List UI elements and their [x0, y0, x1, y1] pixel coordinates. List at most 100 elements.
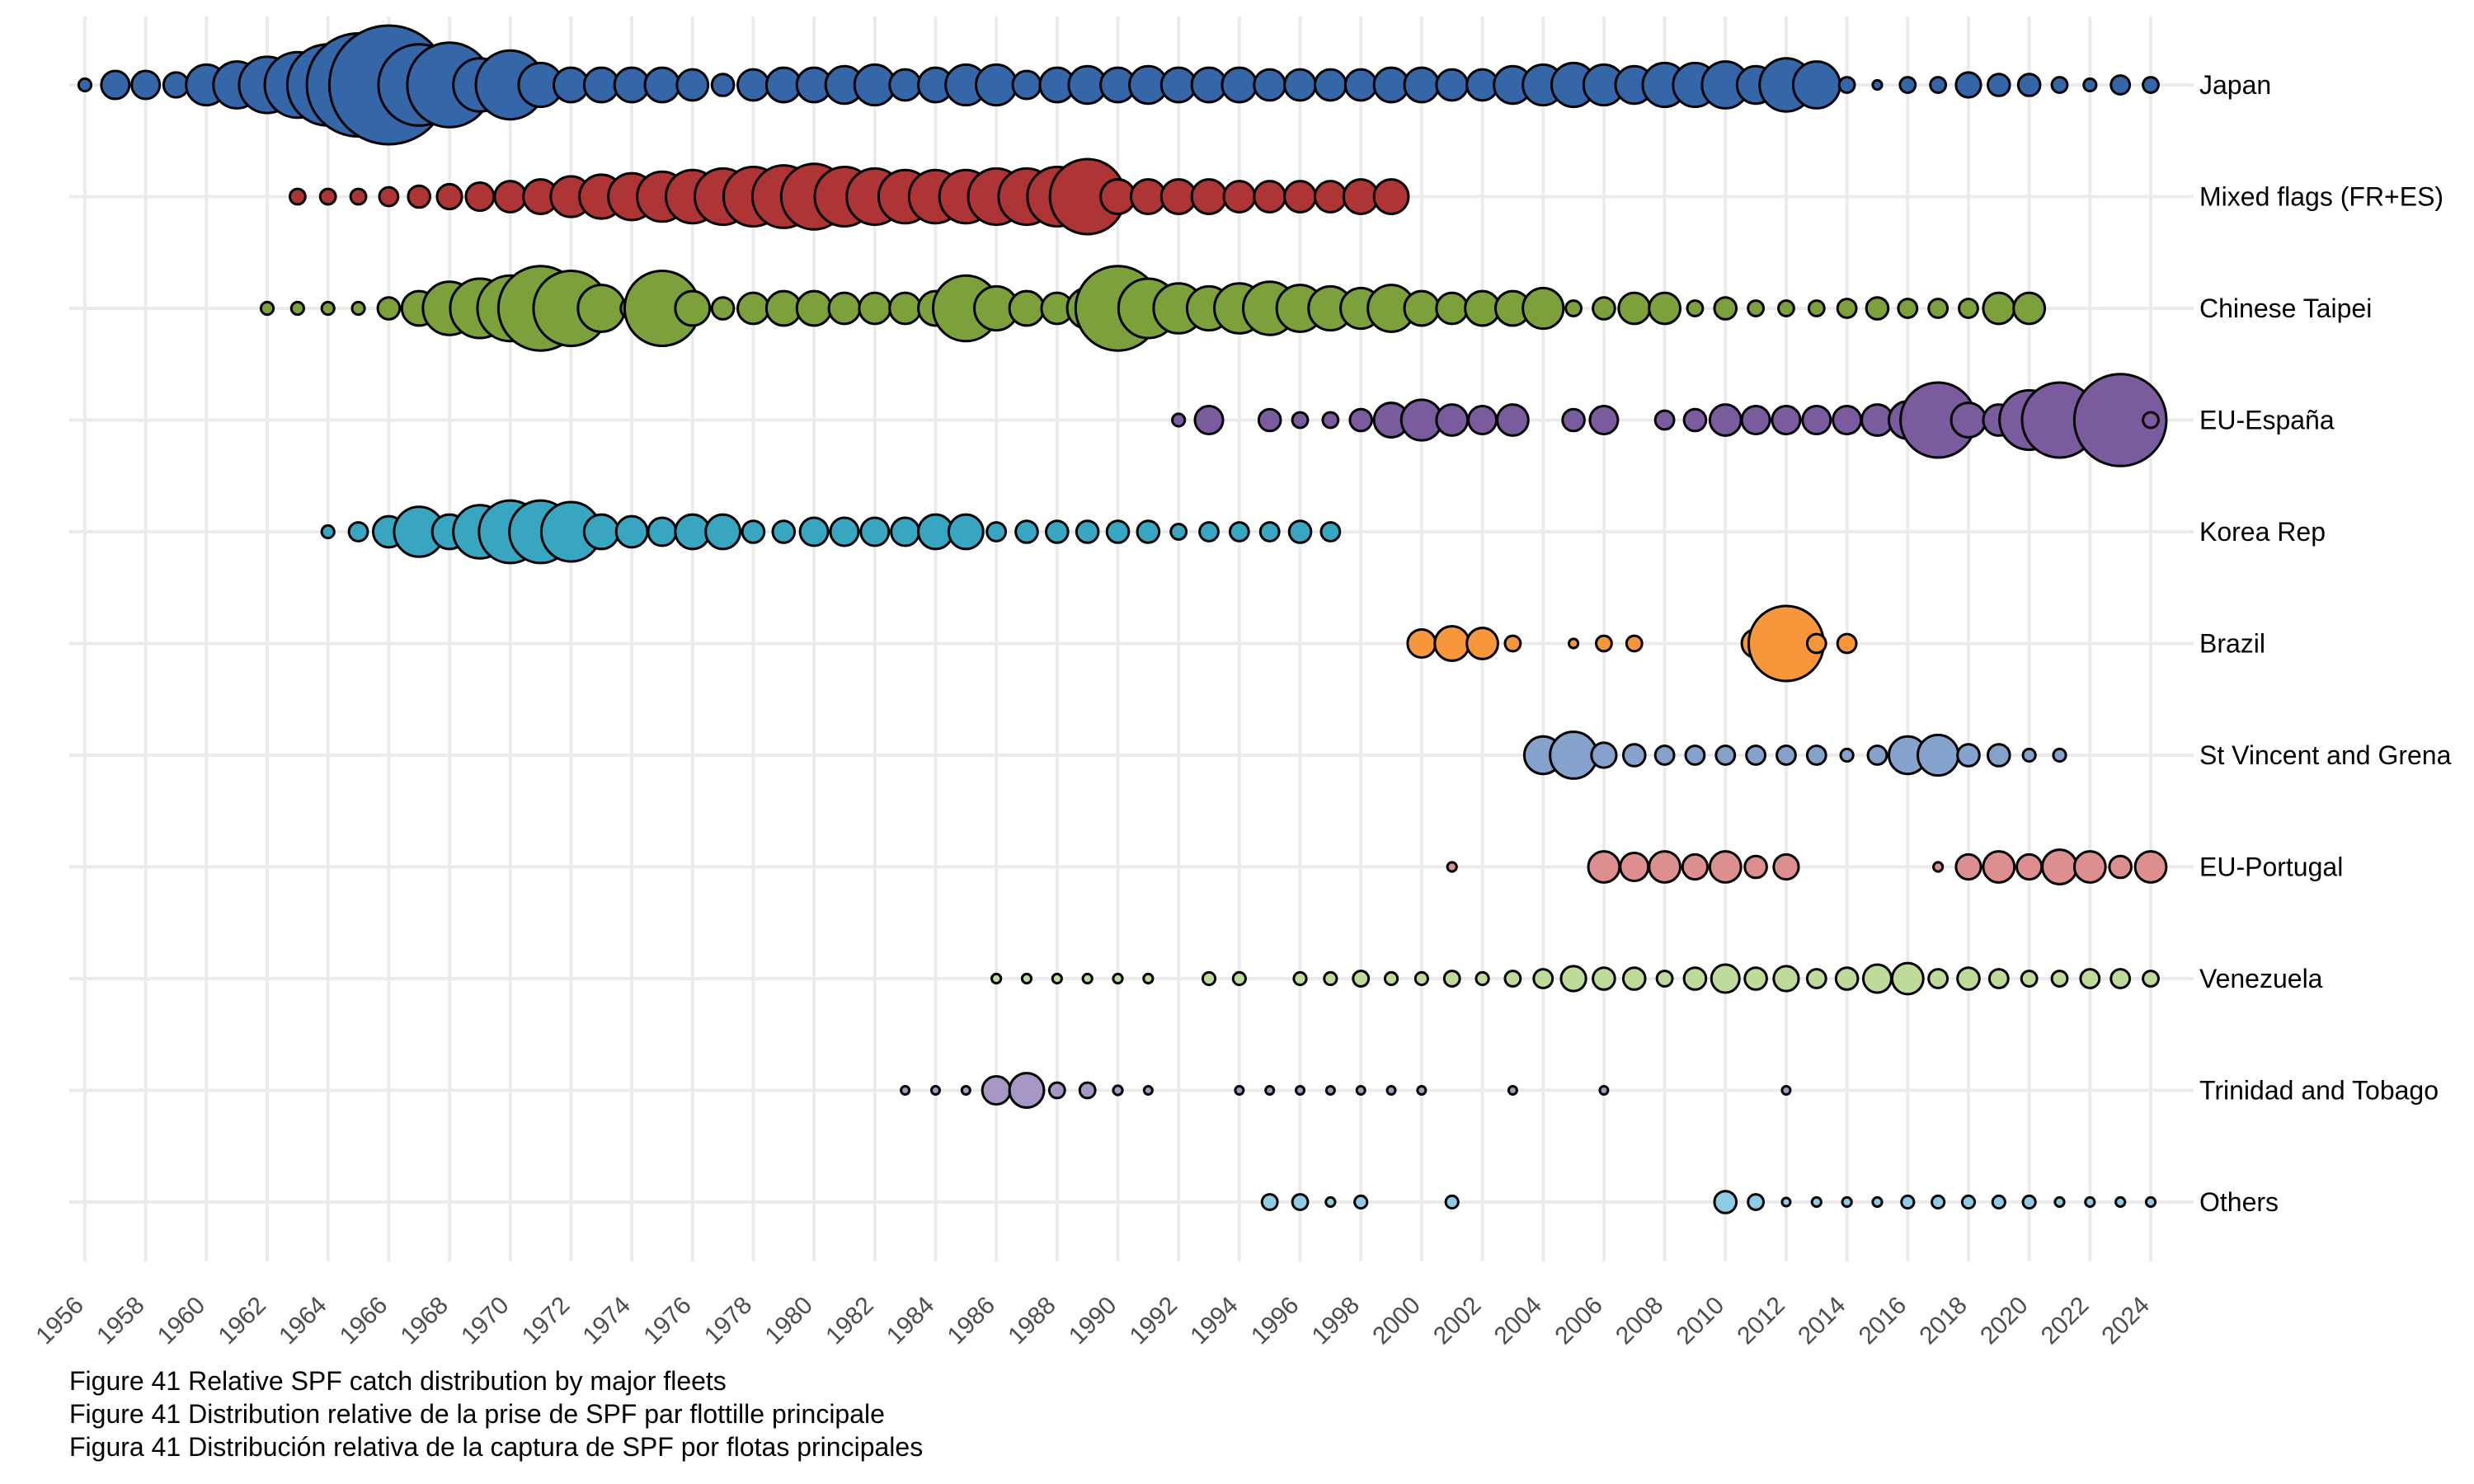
bubble	[1648, 291, 1681, 326]
bubble	[1810, 1195, 1823, 1209]
bubble	[1291, 411, 1310, 430]
bubble	[1991, 1194, 2006, 1210]
bubble	[1987, 743, 2011, 768]
bubble	[2079, 968, 2101, 989]
x-tick-label: 1982	[821, 1292, 879, 1350]
bubble	[1475, 970, 1490, 987]
bubble	[795, 289, 833, 327]
bubble	[1008, 1072, 1046, 1109]
bubble	[1171, 412, 1187, 428]
bubble	[1234, 1085, 1245, 1096]
fleet-label: Brazil	[2199, 629, 2265, 659]
bubble	[888, 68, 923, 102]
fleet-label: Chinese Taipei	[2199, 294, 2372, 323]
bubble	[320, 300, 336, 317]
bubble	[1201, 970, 1217, 987]
bubble	[1954, 852, 1982, 881]
bubble	[1253, 180, 1287, 214]
bubble	[1193, 405, 1225, 435]
bubble	[1435, 403, 1470, 437]
bubble	[1228, 521, 1250, 542]
fleet-label: Venezuela	[2199, 964, 2323, 993]
bubble	[1917, 733, 1960, 777]
fleet-label: EU-España	[2199, 406, 2335, 435]
bubble	[1958, 298, 1979, 319]
bubble	[2015, 852, 2044, 881]
x-axis-tick-labels: 1956 1958 1960 1962 1964 1966 1968 1970 1972 1974…	[31, 1292, 2155, 1350]
fleet-label: EU-Portugal	[2199, 852, 2343, 882]
bubble	[1927, 968, 1950, 989]
x-tick-label: 2006	[1550, 1292, 1608, 1350]
bubble	[1413, 970, 1429, 987]
bubble	[378, 186, 400, 208]
bubble	[582, 513, 620, 551]
bubble	[1532, 968, 1554, 989]
bubble	[2142, 411, 2160, 430]
bubble	[289, 300, 305, 317]
x-tick-label: 1974	[578, 1292, 637, 1350]
bubble	[1805, 632, 1827, 655]
fleet-label: Korea Rep	[2199, 517, 2326, 547]
bubble	[2021, 747, 2037, 763]
series-others	[1260, 1190, 2157, 1214]
bubble	[1522, 286, 1565, 331]
bubble	[1319, 521, 1342, 542]
x-tick-label: 1968	[395, 1292, 454, 1350]
bubble	[1900, 1194, 1916, 1210]
bubble	[1776, 744, 1797, 766]
bubble	[1871, 1195, 1884, 1209]
bubble	[1929, 76, 1948, 94]
series-chinese-taipei	[259, 265, 2047, 352]
series-mixed-flags-fr-es-	[288, 157, 1410, 236]
bubble	[1777, 299, 1795, 317]
bubble	[1747, 299, 1766, 317]
bubble	[1008, 289, 1046, 327]
bubble	[1832, 405, 1863, 435]
bubble	[259, 300, 275, 317]
bubble	[1503, 970, 1522, 988]
bubble	[1619, 852, 1650, 882]
bubble	[2041, 848, 2078, 885]
series-st-vincent-and-grenadines	[1522, 730, 2067, 780]
bubble	[1353, 1194, 1369, 1210]
bubble	[1617, 291, 1652, 326]
bubble	[1982, 291, 2016, 326]
bubble	[858, 291, 892, 326]
bubble	[576, 284, 627, 333]
bubble	[1590, 741, 1618, 769]
bubble	[890, 516, 921, 547]
bubble	[1684, 744, 1706, 766]
bubble	[1747, 1193, 1766, 1211]
bubbles	[77, 24, 2168, 1214]
x-tick-label: 1964	[274, 1292, 332, 1350]
bubble	[162, 71, 190, 99]
bubble	[1865, 296, 1890, 321]
bubble	[1621, 743, 1647, 768]
bubble	[827, 291, 862, 326]
x-tick-label: 1956	[31, 1292, 89, 1350]
series-brazil	[1406, 604, 1858, 683]
bubble	[1403, 289, 1441, 327]
bubble	[1898, 76, 1917, 94]
x-tick-label: 2002	[1428, 1292, 1487, 1350]
bubble	[859, 516, 891, 547]
bubble	[100, 69, 131, 101]
bubble	[736, 291, 770, 326]
fleet-label: Mixed flags (FR+ES)	[2199, 182, 2443, 212]
x-tick-label: 1980	[760, 1292, 819, 1350]
bubble	[929, 1085, 941, 1096]
x-tick-label: 1990	[1064, 1292, 1122, 1350]
bubble	[1956, 743, 1981, 768]
bubble	[1324, 1195, 1337, 1209]
x-tick-label: 1966	[335, 1292, 393, 1350]
bubble	[1321, 411, 1340, 430]
bubble	[1467, 405, 1498, 435]
bubble	[771, 519, 797, 544]
bubble	[1653, 409, 1676, 431]
bubble	[1743, 966, 1768, 991]
bubble	[1780, 1085, 1792, 1096]
caption-english: Figure 41 Relative SPF catch distributio…	[69, 1366, 727, 1396]
bubble	[1655, 970, 1674, 988]
bubble	[2052, 747, 2067, 763]
bubble	[1807, 299, 1826, 317]
